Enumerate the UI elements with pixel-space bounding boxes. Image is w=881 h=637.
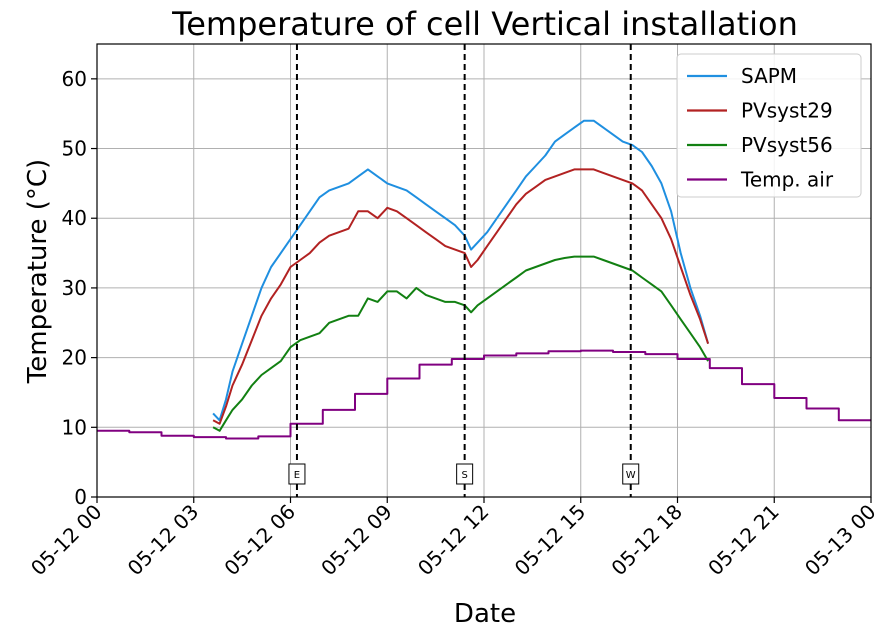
marker-label-w: W [626,470,636,481]
y-tick-label: 20 [62,346,87,370]
y-tick-label: 60 [62,67,87,91]
legend: SAPM PVsyst29 PVsyst56 Temp. air [676,53,862,198]
marker-box-s [456,463,474,485]
x-tick-label: 05-12 09 [316,500,397,581]
marker-label-s: S [461,470,467,481]
series-line-sapm [212,119,710,422]
legend-label-temp-air: Temp. air [740,168,834,192]
x-tick-label: 05-12 06 [219,500,300,581]
y-tick-label: 40 [62,206,87,230]
marker-label-e: E [294,470,300,481]
series-line-pvsyst56 [212,255,709,432]
x-tick-label: 05-12 03 [123,500,204,581]
x-tick-label: 05-12 12 [413,500,494,581]
marker-box-w [622,463,640,485]
legend-label-pvsyst29: PVsyst29 [741,99,833,123]
legend-label-pvsyst56: PVsyst56 [741,133,833,157]
y-tick-label: 10 [62,415,87,439]
series-line-pvsyst29 [212,168,710,425]
chart-title: Temperature of cell Vertical installatio… [171,5,798,43]
grid [96,44,872,498]
series-lines [97,119,871,440]
x-axis-label: Date [454,599,516,629]
x-tick-label: 05-12 21 [703,500,784,581]
x-tick-label: 05-13 00 [800,500,881,581]
y-axis-label: Temperature (°C) [23,159,53,384]
x-tick-label: 05-12 00 [26,500,107,581]
y-tick-label: 0 [74,485,87,509]
series-line-temp-air [97,349,871,440]
legend-box [676,53,862,198]
legend-label-sapm: SAPM [741,64,797,88]
x-tick-label: 05-12 18 [606,500,687,581]
y-tick-label: 50 [62,137,87,161]
x-tick-label: 05-12 15 [510,500,591,581]
marker-box-e [288,463,306,485]
y-tick-label: 30 [62,276,87,300]
